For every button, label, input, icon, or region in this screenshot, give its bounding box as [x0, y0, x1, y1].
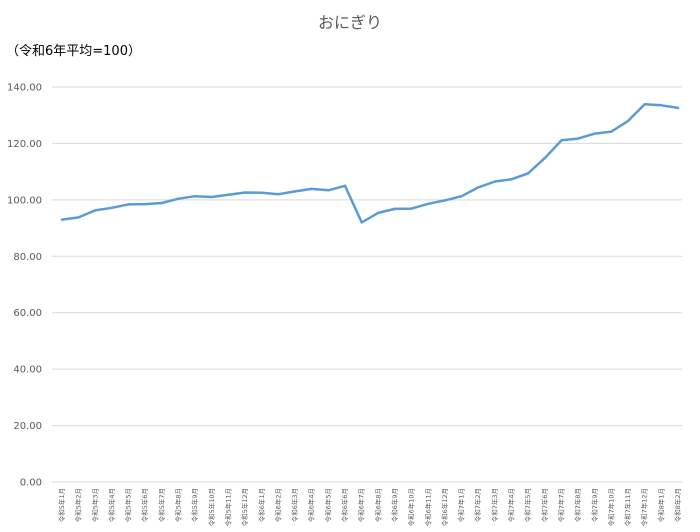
- chart-title: おにぎり: [318, 13, 382, 32]
- data-point: [127, 203, 130, 206]
- data-point: [60, 218, 64, 221]
- x-tick-label: 令和7年9月: [590, 488, 599, 522]
- y-axis-ticks: 0.00 20.00 40.00 60.00 80.00 100.00 120.00 140.…: [7, 83, 42, 489]
- x-tick-label: 令和5年9月: [190, 488, 199, 522]
- data-point: [610, 130, 613, 133]
- data-point: [343, 184, 347, 187]
- x-tick-label: 令和6年5月: [323, 488, 332, 522]
- data-point: [660, 104, 663, 107]
- x-tick-label: 令和7年5月: [523, 488, 532, 522]
- x-tick-label: 令和6年7月: [357, 488, 366, 522]
- unit-label: （令和6年平均=100）: [6, 44, 141, 59]
- x-tick-label: 令和5年7月: [157, 488, 166, 522]
- y-tick-label: 140.00: [7, 83, 42, 94]
- data-point: [626, 119, 630, 123]
- x-tick-label: 令和7年2月: [473, 488, 482, 522]
- x-tick-label: 令和5年5月: [124, 488, 133, 522]
- x-tick-label: 令和5年2月: [74, 488, 83, 522]
- data-point: [277, 193, 280, 196]
- data-point: [460, 194, 463, 198]
- x-tick-label: 令和8年2月: [673, 488, 682, 522]
- y-tick-label: 60.00: [13, 308, 42, 319]
- series-line: [60, 102, 680, 224]
- data-point: [193, 194, 197, 198]
- x-tick-label: 令和6年4月: [307, 488, 316, 522]
- x-tick-label: 令和7年12月: [640, 488, 649, 526]
- x-tick-label: 令和6年12月: [440, 488, 449, 526]
- data-point: [510, 178, 513, 181]
- x-tick-label: 令和7年8月: [573, 488, 582, 522]
- data-point: [144, 202, 147, 206]
- data-point: [377, 211, 380, 215]
- data-point: [243, 191, 247, 194]
- x-tick-label: 令和5年8月: [174, 488, 183, 522]
- x-tick-label: 令和6年10月: [407, 488, 416, 526]
- data-point: [177, 197, 180, 200]
- x-tick-label: 令和5年6月: [140, 488, 149, 522]
- data-point: [327, 189, 330, 192]
- x-tick-label: 令和6年9月: [390, 488, 399, 522]
- x-tick-label: 令和5年12月: [240, 488, 249, 526]
- x-tick-label: 令和6年6月: [340, 488, 349, 522]
- x-tick-label: 令和7年1月: [457, 488, 466, 522]
- x-tick-label: 令和7年7月: [556, 488, 565, 522]
- x-tick-label: 令和6年1月: [257, 488, 266, 522]
- data-point: [443, 199, 447, 202]
- y-tick-label: 40.00: [13, 365, 42, 376]
- x-tick-label: 令和7年4月: [507, 488, 516, 522]
- y-tick-label: 20.00: [13, 421, 42, 432]
- data-point: [410, 207, 413, 210]
- data-point: [676, 106, 680, 110]
- data-point: [110, 206, 114, 209]
- data-point: [94, 209, 97, 212]
- x-tick-label: 令和5年3月: [90, 488, 99, 522]
- data-point: [77, 216, 80, 219]
- data-point: [160, 201, 164, 205]
- x-tick-label: 令和8年1月: [656, 488, 665, 522]
- data-point: [477, 186, 480, 189]
- data-point: [543, 156, 547, 160]
- x-tick-label: 令和5年10月: [207, 488, 216, 526]
- x-tick-label: 令和5年11月: [223, 488, 232, 526]
- x-tick-label: 令和6年8月: [373, 488, 382, 522]
- data-point: [393, 207, 397, 211]
- data-point: [310, 187, 313, 191]
- data-point: [526, 172, 530, 175]
- y-tick-label: 80.00: [13, 252, 42, 263]
- x-tick-label: 令和7年11月: [623, 488, 632, 526]
- data-point: [593, 132, 596, 135]
- data-point: [576, 137, 580, 140]
- data-point: [643, 103, 646, 106]
- x-tick-label: 令和7年6月: [540, 488, 549, 522]
- data-point: [560, 139, 563, 142]
- y-tick-label: 0.00: [20, 478, 42, 489]
- x-axis-ticks: 令和5年1月 令和5年2月 令和5年3月 令和5年4月 令和5年5月 令和5年6月 令和5年…: [57, 488, 682, 526]
- data-point: [360, 221, 363, 224]
- y-tick-label: 120.00: [7, 139, 42, 150]
- gridlines: [52, 86, 682, 483]
- x-tick-label: 令和7年10月: [606, 488, 615, 526]
- x-tick-label: 令和6年3月: [290, 488, 299, 522]
- x-tick-label: 令和5年1月: [57, 488, 66, 522]
- x-tick-label: 令和5年4月: [107, 488, 116, 522]
- x-tick-label: 令和6年2月: [273, 488, 282, 522]
- y-tick-label: 100.00: [7, 195, 42, 206]
- x-tick-label: 令和6年11月: [423, 488, 432, 526]
- data-point: [260, 191, 263, 195]
- data-point: [493, 180, 497, 183]
- data-point: [427, 202, 430, 206]
- x-tick-label: 令和7年3月: [490, 488, 499, 522]
- data-point: [210, 195, 214, 199]
- data-point: [227, 193, 230, 196]
- series-layer: [60, 102, 680, 224]
- data-point: [293, 190, 297, 193]
